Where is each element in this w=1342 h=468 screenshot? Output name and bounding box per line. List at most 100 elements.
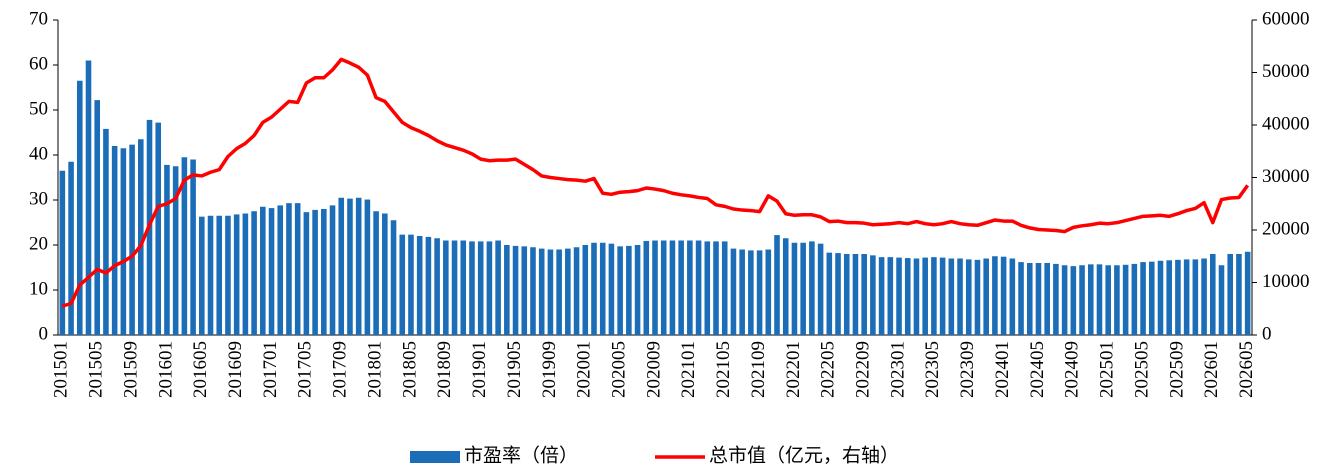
x-tick-label: 201801 (364, 341, 385, 398)
bar (85, 60, 92, 335)
bar (835, 253, 841, 335)
x-tick-label: 201705 (295, 341, 316, 398)
bar (992, 256, 998, 335)
y2-tick-label: 50000 (1262, 61, 1310, 82)
y2-tick-label: 20000 (1262, 218, 1310, 239)
x-tick-label: 202105 (713, 341, 734, 398)
bar (277, 205, 284, 335)
bar (382, 213, 388, 335)
bar (904, 258, 911, 335)
bar (1209, 254, 1216, 335)
y-tick-label: 70 (29, 8, 48, 29)
x-tick-label: 202509 (1166, 341, 1187, 398)
bar (364, 199, 371, 335)
x-tick-label: 202205 (818, 341, 839, 398)
y-tick-label: 60 (29, 53, 48, 74)
x-tick-label: 201805 (399, 341, 420, 398)
bar (965, 259, 972, 335)
bar (713, 241, 719, 335)
bar (338, 197, 345, 335)
bar (573, 247, 580, 335)
bar (303, 212, 310, 335)
bar (765, 249, 772, 335)
bar (974, 259, 981, 335)
bar (1044, 263, 1050, 335)
bar (896, 257, 902, 335)
x-tick-label: 202005 (608, 341, 629, 398)
x-tick-label: 201909 (539, 341, 560, 398)
bar (922, 257, 928, 335)
bar (451, 240, 458, 335)
bar (530, 247, 536, 335)
x-tick-label: 202605 (1236, 341, 1257, 398)
x-tick-label: 202009 (643, 341, 664, 398)
bar (294, 203, 301, 335)
bar (512, 245, 519, 335)
x-tick-label: 202309 (957, 341, 978, 398)
bar (730, 248, 737, 335)
bar (443, 240, 449, 335)
bar (329, 205, 336, 335)
y-tick-label: 30 (29, 188, 48, 209)
bar (408, 234, 414, 335)
bar (120, 148, 127, 335)
x-tick-label: 201609 (225, 341, 246, 398)
bar (355, 197, 362, 335)
bar (739, 249, 745, 335)
x-tick-label: 201905 (504, 341, 525, 398)
bar (660, 240, 667, 335)
bar (1244, 251, 1251, 335)
y-tick-label: 20 (29, 233, 48, 254)
bar (626, 245, 632, 335)
x-tick-label: 202201 (783, 341, 804, 398)
bar (704, 241, 711, 335)
bar (103, 128, 109, 335)
bar (68, 161, 74, 335)
bar (652, 240, 658, 335)
bar (59, 170, 66, 335)
bar (425, 236, 432, 335)
x-tick-label: 201605 (190, 341, 211, 398)
bar (695, 240, 702, 335)
bar (957, 258, 963, 335)
bar (547, 249, 554, 335)
bar (599, 242, 606, 335)
legend-swatch (410, 451, 460, 463)
x-tick-label: 201601 (155, 341, 176, 398)
bar (1105, 265, 1111, 335)
bar (347, 198, 353, 335)
bar (1192, 259, 1199, 335)
bar (1131, 263, 1138, 335)
bar (1079, 265, 1085, 335)
x-tick-label: 202001 (574, 341, 595, 398)
bar (216, 215, 223, 335)
x-tick-label: 202601 (1201, 341, 1222, 398)
bar (817, 243, 824, 335)
bar (887, 257, 894, 335)
bar (809, 241, 815, 335)
bar (1148, 261, 1155, 335)
bar (983, 258, 989, 335)
x-tick-label: 201501 (51, 341, 72, 398)
x-tick-label: 202209 (853, 341, 874, 398)
bar (643, 240, 650, 335)
bar (199, 216, 205, 335)
y-tick-label: 40 (29, 143, 48, 164)
bar (721, 241, 728, 335)
x-tick-label: 201809 (434, 341, 455, 398)
bar (495, 240, 501, 335)
bar (565, 248, 571, 335)
bar (1070, 266, 1077, 335)
line (61, 57, 1250, 308)
bar (233, 214, 240, 335)
bar (870, 255, 876, 335)
bar (1035, 263, 1042, 335)
bar (1018, 262, 1024, 335)
bar (748, 250, 754, 335)
bar (1140, 262, 1146, 335)
bar (94, 100, 101, 335)
bar (826, 252, 833, 335)
bar (634, 245, 641, 335)
bar (878, 257, 885, 335)
